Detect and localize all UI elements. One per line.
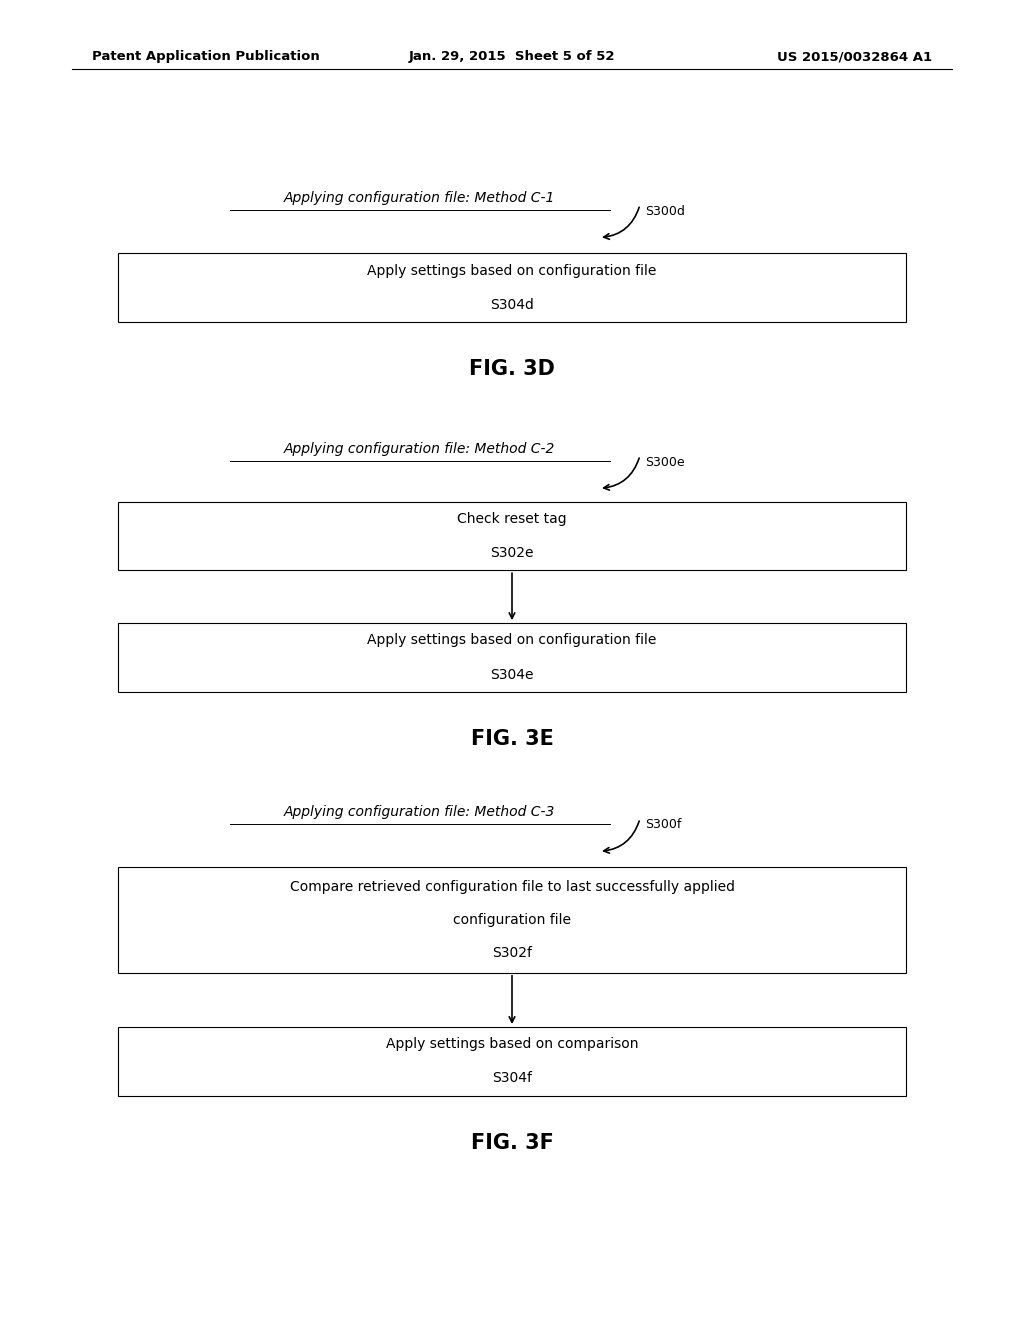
Bar bbox=[118, 502, 906, 570]
Bar bbox=[118, 867, 906, 973]
Bar bbox=[118, 1027, 906, 1096]
Text: S300e: S300e bbox=[645, 455, 685, 469]
Text: FIG. 3F: FIG. 3F bbox=[471, 1133, 553, 1152]
Text: US 2015/0032864 A1: US 2015/0032864 A1 bbox=[777, 50, 932, 63]
Text: Patent Application Publication: Patent Application Publication bbox=[92, 50, 319, 63]
Text: Jan. 29, 2015  Sheet 5 of 52: Jan. 29, 2015 Sheet 5 of 52 bbox=[409, 50, 615, 63]
Text: S300d: S300d bbox=[645, 205, 685, 218]
Text: S302e: S302e bbox=[490, 546, 534, 560]
Text: Apply settings based on configuration file: Apply settings based on configuration fi… bbox=[368, 634, 656, 647]
Text: S304e: S304e bbox=[490, 668, 534, 681]
Text: Applying configuration file: Method C-2: Applying configuration file: Method C-2 bbox=[284, 442, 556, 457]
Text: Check reset tag: Check reset tag bbox=[457, 512, 567, 525]
Text: FIG. 3D: FIG. 3D bbox=[469, 359, 555, 379]
Text: S302f: S302f bbox=[492, 946, 532, 960]
Text: FIG. 3E: FIG. 3E bbox=[471, 729, 553, 748]
Text: Applying configuration file: Method C-3: Applying configuration file: Method C-3 bbox=[284, 805, 556, 820]
Text: configuration file: configuration file bbox=[453, 913, 571, 927]
Text: S304f: S304f bbox=[492, 1072, 532, 1085]
Bar bbox=[118, 623, 906, 692]
Text: S300f: S300f bbox=[645, 818, 682, 832]
Bar bbox=[118, 253, 906, 322]
Text: Apply settings based on comparison: Apply settings based on comparison bbox=[386, 1038, 638, 1051]
Text: S304d: S304d bbox=[490, 298, 534, 312]
Text: Applying configuration file: Method C-1: Applying configuration file: Method C-1 bbox=[284, 191, 556, 206]
Text: Compare retrieved configuration file to last successfully applied: Compare retrieved configuration file to … bbox=[290, 880, 734, 894]
Text: Apply settings based on configuration file: Apply settings based on configuration fi… bbox=[368, 264, 656, 277]
